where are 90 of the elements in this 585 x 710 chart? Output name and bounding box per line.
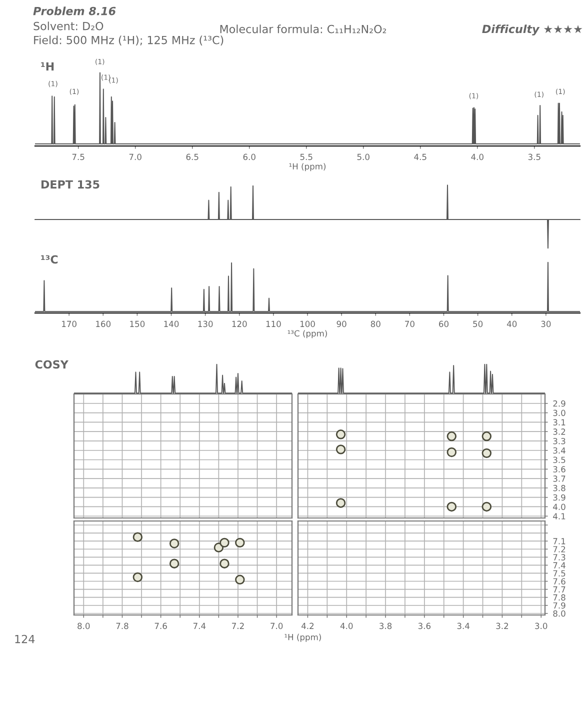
x-tick-label: 8.0: [78, 622, 90, 630]
y-tick-label: 4.0: [553, 504, 566, 510]
x-tick-label: 7.6: [154, 622, 167, 630]
y-tick-label: 7.2: [553, 546, 566, 552]
y-tick-label: 7.3: [553, 554, 566, 560]
y-tick-label: 3.2: [553, 428, 566, 435]
y-tick-label: 7.1: [553, 538, 566, 544]
y-tick-label: 7.7: [553, 586, 566, 592]
point: [220, 538, 230, 548]
point: [132, 532, 143, 542]
point: [336, 444, 346, 454]
x-tick-label: 170: [62, 320, 76, 328]
y-tick-label: 7.9: [553, 602, 566, 609]
chart-title: ¹³C: [41, 255, 58, 264]
y-tick-label: 3.8: [553, 484, 566, 492]
y-tick-label: 3.0: [553, 410, 566, 416]
x-axis-title: ¹³C (ppm): [288, 330, 327, 338]
x-tick-label: 7.0: [270, 622, 283, 630]
y-tick-label: 3.3: [553, 438, 566, 444]
x-tick-label: 3.5: [528, 154, 540, 160]
chart-title: DEPT 135: [41, 180, 100, 189]
x-tick-label: 110: [266, 320, 281, 328]
text: Molecular formula: C₁₁H₁₂N₂O₂: [220, 24, 386, 34]
x-tick-label: 150: [130, 320, 145, 328]
y-tick-label: 3.4: [553, 447, 566, 454]
chart-title: ¹H: [41, 62, 54, 70]
y-tick-label: 7.5: [553, 570, 566, 577]
text: Solvent: D₂O: [34, 22, 104, 30]
x-tick-label: 7.2: [232, 622, 244, 629]
point: [482, 431, 492, 442]
y-tick-label: 3.9: [553, 494, 566, 501]
x-tick-label: 40: [506, 320, 517, 328]
point: [235, 538, 245, 548]
chart-title: COSY: [35, 360, 69, 369]
x-tick-label: 4.0: [471, 154, 484, 160]
y-tick-label: 4.1: [553, 513, 566, 520]
text: Difficulty ★★★★: [482, 24, 582, 36]
y-tick-label: 3.5: [553, 456, 566, 464]
x-tick-label: 130: [198, 320, 213, 328]
x-tick-label: 100: [300, 320, 315, 328]
point: [482, 448, 492, 458]
text: Field: 500 MHz (¹H); 125 MHz (¹³C): [34, 36, 224, 46]
point: [220, 558, 230, 568]
x-tick-label: 3.8: [380, 622, 392, 630]
y-tick-label: 3.1: [553, 419, 566, 426]
x-tick-label: 80: [370, 320, 380, 328]
y-tick-label: 3.6: [553, 466, 566, 472]
x-tick-label: 3.0: [535, 622, 548, 630]
x-tick-label: 140: [164, 320, 179, 328]
y-tick-label: 3.7: [553, 476, 566, 482]
x-tick-label: 7.8: [116, 622, 128, 630]
x-tick-label: 7.4: [193, 622, 206, 629]
x-tick-label: 160: [96, 320, 111, 328]
x-tick-label: 120: [232, 320, 247, 328]
x-tick-label: 5.5: [300, 154, 312, 160]
y-tick-label: 7.8: [553, 594, 566, 601]
y-tick-label: 7.4: [553, 562, 566, 568]
x-tick-label: 3.4: [457, 622, 470, 630]
point: [446, 431, 457, 442]
y-tick-label: 7.6: [553, 578, 566, 585]
x-tick-label: 90: [336, 320, 346, 328]
x-tick-label: 6.0: [243, 154, 256, 160]
point: [482, 502, 492, 512]
x-tick-label: 7.0: [129, 154, 142, 160]
point: [132, 572, 143, 582]
point: [169, 558, 180, 568]
x-tick-label: 6.5: [186, 154, 198, 160]
y-tick-label: 2.9: [553, 400, 566, 407]
point: [169, 538, 180, 548]
x-tick-label: 5.0: [357, 154, 370, 160]
point: [235, 574, 245, 585]
point: [446, 502, 457, 512]
x-axis-title: ¹H (ppm): [289, 163, 326, 172]
x-tick-label: 4.0: [340, 622, 353, 630]
point: [336, 430, 346, 440]
text: 124: [15, 634, 35, 644]
y-tick-label: 8.0: [553, 610, 566, 617]
point: [336, 498, 346, 508]
text: Problem 8.16: [33, 6, 116, 16]
x-tick-label: 4.5: [414, 154, 426, 160]
x-tick-label: 30: [541, 320, 551, 328]
x-tick-label: 4.2: [302, 622, 314, 629]
x-tick-label: 70: [405, 320, 414, 328]
x-tick-label: 7.5: [72, 154, 84, 160]
point: [446, 447, 457, 458]
x-axis-title: ¹H (ppm): [284, 634, 321, 642]
x-tick-label: 60: [439, 320, 448, 328]
x-tick-label: 3.2: [496, 622, 508, 630]
x-tick-label: 3.6: [418, 622, 431, 630]
x-tick-label: 50: [473, 320, 483, 328]
